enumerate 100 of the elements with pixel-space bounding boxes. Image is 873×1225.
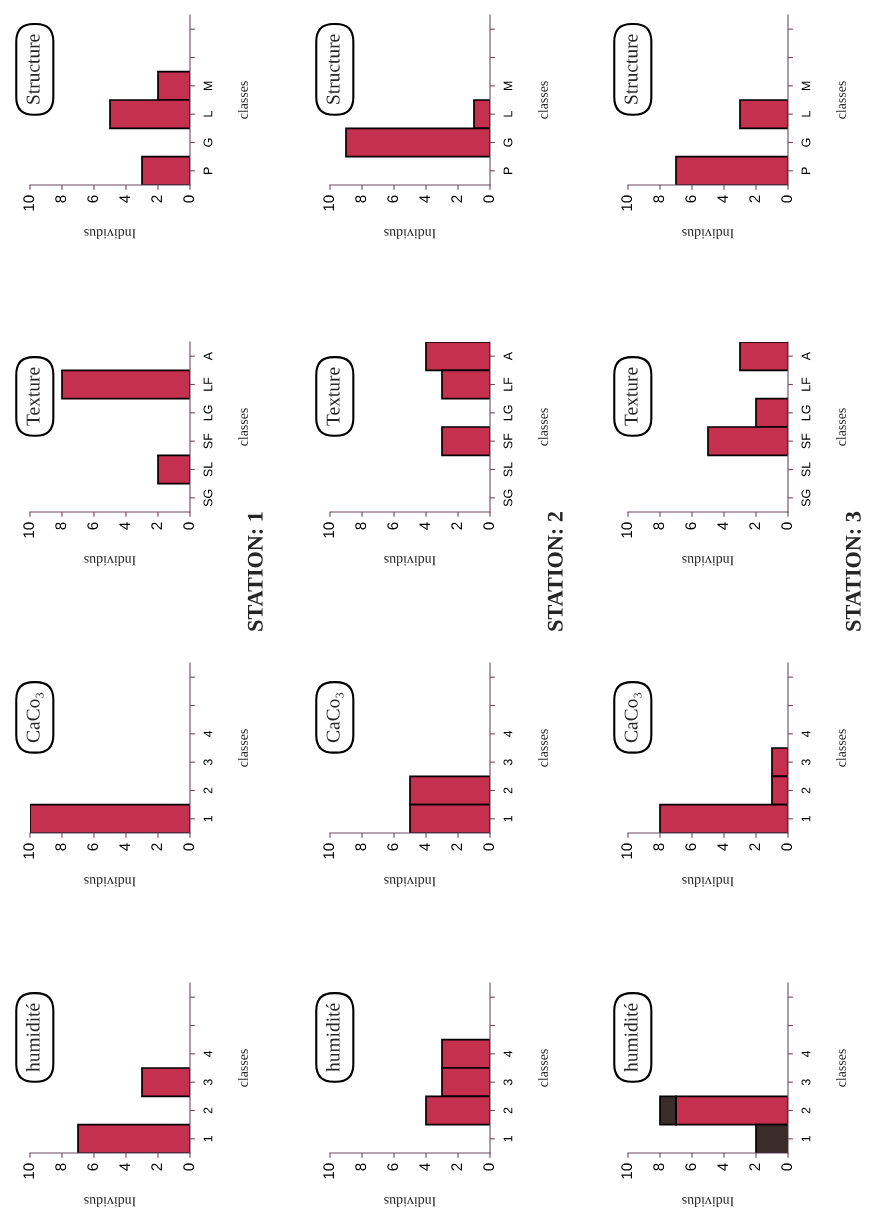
y-tick-label: SF bbox=[503, 433, 513, 449]
x-tick-label: 4 bbox=[119, 522, 130, 530]
x-tick-label: 4 bbox=[419, 522, 430, 530]
x-tick-label: 0 bbox=[183, 195, 195, 203]
x-tick-label: 2 bbox=[451, 843, 462, 851]
x-tick-label: 6 bbox=[685, 195, 697, 203]
x-tick-label: 0 bbox=[781, 1163, 793, 1171]
y-tick-label: LF bbox=[503, 377, 513, 391]
y-tick-label: G bbox=[503, 138, 513, 147]
x-tick-label: 0 bbox=[781, 843, 793, 851]
text: STATION: 1 bbox=[247, 512, 263, 631]
y-tick-label: 1 bbox=[503, 1135, 513, 1142]
x-tick-label: 6 bbox=[685, 1163, 697, 1171]
bar bbox=[141, 155, 190, 185]
x-tick-label: 8 bbox=[653, 195, 665, 203]
x-tick-label: 0 bbox=[483, 1163, 495, 1171]
x-tick-label: 10 bbox=[23, 843, 35, 859]
x-tick-label: 10 bbox=[23, 1163, 35, 1179]
y-tick-label: LF bbox=[203, 377, 213, 391]
x-axis-title: Individus bbox=[682, 229, 734, 239]
y-axis-title: classes bbox=[238, 729, 248, 767]
y-tick-label: P bbox=[503, 167, 513, 174]
y-tick-label: 3 bbox=[203, 759, 213, 766]
y-tick-label: 4 bbox=[203, 1050, 213, 1058]
x-tick-label: 0 bbox=[781, 522, 793, 530]
text: CaCo₃ bbox=[326, 692, 344, 743]
y-tick-label: P bbox=[801, 167, 811, 174]
x-tick-label: 2 bbox=[451, 1163, 462, 1171]
y-tick-label: 1 bbox=[203, 815, 213, 822]
x-tick-label: 4 bbox=[119, 843, 130, 851]
x-tick-label: 4 bbox=[717, 1163, 728, 1171]
x-tick-label: 10 bbox=[323, 522, 335, 538]
x-tick-label: 0 bbox=[183, 1163, 195, 1171]
x-tick-label: 6 bbox=[685, 843, 697, 851]
x-tick-label: 2 bbox=[749, 1163, 760, 1171]
y-axis-title: classes bbox=[238, 1049, 248, 1087]
y-tick-label: P bbox=[203, 167, 213, 174]
x-tick-label: 6 bbox=[87, 843, 99, 851]
y-axis-title: classes bbox=[238, 408, 248, 446]
text: Structure bbox=[624, 34, 638, 104]
x-tick-label: 2 bbox=[151, 195, 162, 203]
y-axis-title: classes bbox=[836, 408, 846, 446]
x-tick-label: 4 bbox=[119, 1163, 130, 1171]
y-axis-title: classes bbox=[836, 81, 846, 119]
y-tick-label: SF bbox=[801, 433, 811, 449]
x-tick-label: 8 bbox=[355, 1163, 367, 1171]
x-tick-label: 8 bbox=[55, 1163, 67, 1171]
x-axis-title: Individus bbox=[682, 877, 734, 887]
x-tick-label: 2 bbox=[151, 1163, 162, 1171]
x-axis-title: Individus bbox=[84, 556, 136, 566]
x-tick-label: 10 bbox=[323, 843, 335, 859]
x-tick-label: 10 bbox=[621, 1163, 633, 1179]
y-tick-label: 2 bbox=[203, 1107, 213, 1114]
y-tick-label: SG bbox=[203, 489, 213, 507]
x-tick-label: 4 bbox=[419, 1163, 430, 1171]
x-tick-label: 2 bbox=[151, 522, 162, 530]
y-tick-label: 2 bbox=[203, 787, 213, 794]
y-tick-label: L bbox=[203, 111, 213, 117]
text: Structure bbox=[26, 34, 40, 104]
y-axis-title: classes bbox=[538, 1049, 548, 1087]
x-tick-label: 4 bbox=[717, 843, 728, 851]
y-tick-label: 3 bbox=[503, 759, 513, 766]
y-tick-label: LG bbox=[203, 405, 213, 421]
bar bbox=[739, 342, 788, 372]
y-tick-label: L bbox=[801, 111, 811, 117]
x-tick-label: 4 bbox=[419, 195, 430, 203]
y-tick-label: 3 bbox=[203, 1079, 213, 1086]
x-axis-title: Individus bbox=[84, 229, 136, 239]
x-tick-label: 0 bbox=[483, 522, 495, 530]
x-tick-label: 4 bbox=[419, 843, 430, 851]
y-tick-label: SL bbox=[503, 462, 513, 477]
y-axis-title: classes bbox=[538, 81, 548, 119]
x-tick-label: 8 bbox=[653, 522, 665, 530]
y-tick-label: SG bbox=[503, 489, 513, 507]
y-tick-label: 1 bbox=[801, 1135, 811, 1142]
y-tick-label: 4 bbox=[801, 1050, 811, 1058]
x-axis-title: Individus bbox=[84, 877, 136, 887]
x-tick-label: 6 bbox=[387, 843, 399, 851]
x-tick-label: 8 bbox=[355, 195, 367, 203]
text: humidité bbox=[325, 1003, 340, 1072]
y-tick-label: L bbox=[503, 111, 513, 117]
x-tick-label: 2 bbox=[451, 522, 462, 530]
x-tick-label: 10 bbox=[23, 522, 35, 538]
x-axis-title: Individus bbox=[682, 556, 734, 566]
x-tick-label: 8 bbox=[653, 843, 665, 851]
x-tick-label: 4 bbox=[119, 195, 130, 203]
y-tick-label: LF bbox=[801, 377, 811, 391]
x-axis-title: Individus bbox=[384, 1197, 436, 1207]
text: Structure bbox=[326, 34, 340, 104]
x-tick-label: 6 bbox=[685, 522, 697, 530]
y-axis-title: classes bbox=[238, 81, 248, 119]
text: humidité bbox=[25, 1003, 40, 1072]
x-tick-label: 2 bbox=[151, 843, 162, 851]
text: Texture bbox=[326, 367, 340, 426]
text: Texture bbox=[624, 367, 638, 426]
y-tick-label: 4 bbox=[503, 1050, 513, 1058]
x-tick-label: 0 bbox=[183, 843, 195, 851]
y-tick-label: 3 bbox=[503, 1079, 513, 1086]
x-tick-label: 0 bbox=[781, 195, 793, 203]
y-tick-label: 4 bbox=[801, 730, 811, 738]
